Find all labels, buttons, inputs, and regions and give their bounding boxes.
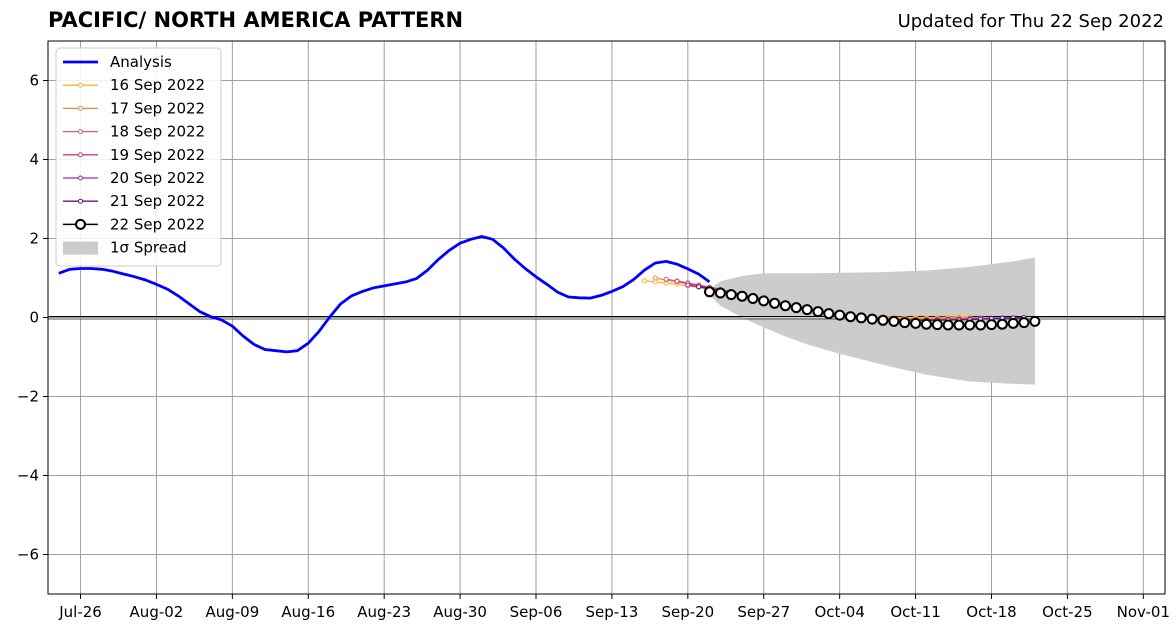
y-tick-label: −4 bbox=[17, 467, 39, 485]
chart-subtitle: Updated for Thu 22 Sep 2022 bbox=[897, 11, 1164, 32]
forecast-point bbox=[685, 282, 691, 288]
legend-label: 22 Sep 2022 bbox=[110, 215, 205, 233]
x-tick-label: Sep-27 bbox=[737, 603, 790, 621]
legend-label: 17 Sep 2022 bbox=[110, 99, 205, 117]
current-forecast-point bbox=[801, 304, 813, 316]
forecast-point bbox=[674, 278, 680, 284]
current-forecast-point bbox=[975, 319, 987, 331]
current-forecast-point bbox=[812, 306, 824, 318]
legend-swatch-marker bbox=[78, 105, 83, 111]
legend-label: 20 Sep 2022 bbox=[110, 169, 205, 187]
current-forecast-point bbox=[845, 311, 856, 323]
current-forecast-point bbox=[942, 319, 954, 331]
forecast-point bbox=[642, 278, 647, 284]
x-tick-label: Oct-18 bbox=[966, 603, 1016, 621]
legend-label: 16 Sep 2022 bbox=[110, 76, 205, 94]
current-forecast-point bbox=[1029, 315, 1041, 327]
legend-swatch-marker bbox=[78, 129, 83, 135]
x-tick-label: Aug-02 bbox=[130, 603, 184, 621]
y-tick-label: 0 bbox=[29, 309, 39, 327]
analysis-series bbox=[58, 235, 711, 354]
x-tick-label: Oct-04 bbox=[814, 603, 864, 621]
grid bbox=[48, 41, 1165, 594]
x-tick-label: Nov-01 bbox=[1117, 603, 1170, 621]
legend-swatch-marker bbox=[78, 198, 83, 204]
current-forecast-point bbox=[986, 319, 997, 331]
current-forecast-point bbox=[877, 314, 889, 326]
current-forecast-point bbox=[996, 318, 1008, 330]
x-tick-label: Aug-09 bbox=[205, 603, 259, 621]
legend-swatch-marker bbox=[78, 152, 83, 158]
legend-label: 21 Sep 2022 bbox=[110, 192, 205, 210]
x-tick-label: Sep-13 bbox=[586, 603, 639, 621]
legend-swatch-marker bbox=[75, 218, 86, 230]
y-tick-label: 6 bbox=[29, 72, 39, 90]
axes: 6 4 2 0 −2 −4 −6 Jul-26 Aug-02 Aug-09 Aug-16 Aug-23… bbox=[17, 72, 1170, 622]
current-forecast-point bbox=[953, 319, 965, 331]
current-forecast-point bbox=[736, 290, 748, 302]
current-forecast-point bbox=[834, 309, 846, 321]
current-forecast-point bbox=[964, 319, 976, 331]
legend-label: 1σ Spread bbox=[110, 239, 187, 257]
current-forecast-series bbox=[704, 286, 1041, 331]
chart-title: PACIFIC/ NORTH AMERICA PATTERN bbox=[48, 8, 464, 32]
x-tick-label: Aug-23 bbox=[357, 603, 411, 621]
x-tick-label: Oct-11 bbox=[890, 603, 940, 621]
x-tick-label: Oct-25 bbox=[1042, 603, 1092, 621]
current-forecast-point bbox=[769, 297, 781, 309]
analysis-line bbox=[58, 235, 711, 354]
legend: Analysis 16 Sep 2022 17 Sep 2022 18 Sep 202… bbox=[55, 47, 222, 267]
legend-label: 19 Sep 2022 bbox=[110, 146, 205, 164]
current-forecast-point bbox=[888, 315, 900, 327]
current-forecast-point bbox=[790, 302, 802, 314]
current-forecast-point bbox=[714, 287, 726, 299]
x-tick-label: Sep-06 bbox=[510, 603, 563, 621]
current-forecast-point bbox=[758, 295, 770, 307]
y-tick-label: −6 bbox=[17, 546, 39, 564]
current-forecast-point bbox=[931, 319, 943, 331]
current-forecast-point bbox=[899, 317, 911, 329]
x-tick-label: Sep-20 bbox=[661, 603, 714, 621]
x-tick-label: Jul-26 bbox=[58, 603, 102, 621]
current-forecast-point bbox=[855, 312, 867, 324]
y-tick-label: 4 bbox=[29, 151, 39, 169]
current-forecast-point bbox=[910, 317, 922, 329]
forecast-point bbox=[696, 284, 702, 290]
current-forecast-point bbox=[747, 293, 759, 304]
x-tick-label: Aug-16 bbox=[281, 603, 335, 621]
legend-label: 18 Sep 2022 bbox=[110, 123, 205, 141]
y-tick-label: 2 bbox=[29, 230, 39, 248]
legend-swatch-spread bbox=[63, 241, 98, 255]
current-forecast-point bbox=[920, 318, 932, 330]
forecast-point bbox=[652, 275, 658, 281]
legend-label: Analysis bbox=[110, 53, 172, 71]
current-forecast-point bbox=[779, 300, 791, 312]
legend-swatch-marker bbox=[78, 175, 83, 181]
current-forecast-point bbox=[823, 308, 835, 320]
current-forecast-point bbox=[1007, 317, 1019, 329]
forecast-point bbox=[663, 276, 669, 282]
current-forecast-point bbox=[1018, 317, 1030, 329]
current-forecast-point bbox=[866, 313, 878, 325]
y-tick-label: −2 bbox=[17, 388, 39, 406]
current-forecast-point bbox=[725, 289, 737, 301]
x-tick-label: Aug-30 bbox=[433, 603, 487, 621]
legend-swatch-marker bbox=[78, 82, 83, 88]
legend-box bbox=[55, 47, 222, 267]
current-forecast-point bbox=[704, 286, 715, 298]
